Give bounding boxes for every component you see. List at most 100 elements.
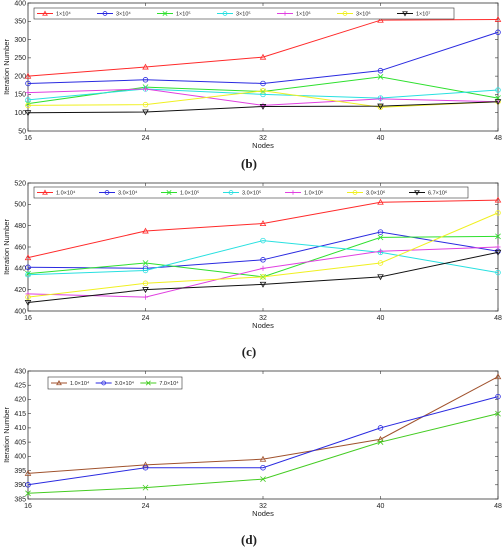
- legend-label: 1×10⁷: [416, 11, 430, 18]
- series: [25, 86, 501, 103]
- y-tick-label: 400: [14, 0, 26, 7]
- legend-item: 6.7×10⁶: [409, 190, 447, 197]
- y-tick-label: 415: [14, 411, 26, 418]
- y-tick-label: 50: [18, 128, 26, 135]
- x-tick-label: 40: [377, 315, 385, 322]
- legend-box: [33, 7, 455, 20]
- series: [25, 244, 501, 300]
- y-tick-label: 250: [14, 55, 26, 62]
- circle-marker: [25, 271, 31, 278]
- y-tick-label: 150: [14, 92, 26, 99]
- legend-item: 1.0×10⁶: [285, 190, 323, 197]
- circle-marker: [142, 77, 149, 83]
- legend-item: 3×10⁶: [337, 11, 371, 18]
- series: [25, 393, 501, 488]
- y-tick-label: 425: [14, 383, 26, 390]
- y-tick-label: 480: [14, 223, 26, 230]
- legend-item: 3.0×10⁵: [223, 190, 261, 197]
- x-axis-label: Nodes: [252, 321, 274, 330]
- circle-marker: [104, 190, 110, 195]
- legend-item: 1.0×10⁴: [51, 379, 90, 387]
- circle-marker: [142, 267, 149, 274]
- y-tick-label: 420: [14, 287, 26, 294]
- circle-marker: [495, 29, 501, 35]
- triangle-marker: [24, 72, 32, 79]
- series-line: [27, 90, 499, 108]
- y-tick-label: 200: [14, 73, 26, 80]
- triangle-marker: [377, 198, 384, 205]
- series: [24, 249, 502, 306]
- triangle-marker: [142, 461, 149, 468]
- series-line: [27, 396, 499, 486]
- triangle-down-marker: [377, 103, 384, 110]
- series-line: [27, 88, 499, 101]
- legend-item: 1×10⁶: [277, 11, 311, 18]
- legend-item: 3×10⁵: [217, 11, 251, 18]
- circle-marker: [377, 229, 384, 235]
- x-tick-label: 24: [142, 315, 150, 322]
- legend-box: [47, 376, 183, 390]
- legend-label: 7.0×10⁴: [159, 380, 179, 387]
- x-tick-label: 24: [142, 135, 150, 142]
- circle-marker: [260, 237, 266, 244]
- circle-marker: [260, 88, 266, 94]
- legend-item: 3.0×10⁴: [95, 380, 135, 387]
- circle-marker: [142, 101, 149, 108]
- plus-marker: [377, 96, 384, 102]
- circle-marker: [101, 380, 107, 386]
- legend-label: 6.7×10⁶: [428, 190, 447, 197]
- legend-label: 3.0×10⁴: [118, 190, 138, 197]
- series: [24, 196, 502, 261]
- x-marker: [145, 380, 151, 386]
- y-tick-label: 100: [14, 110, 26, 117]
- y-tick-label: 400: [14, 454, 26, 461]
- triangle-down-marker: [414, 190, 420, 196]
- triangle-marker: [259, 220, 267, 227]
- triangle-marker: [259, 53, 267, 60]
- triangle-down-marker: [494, 99, 502, 106]
- y-tick-label: 400: [14, 308, 26, 315]
- legend-box: [33, 186, 469, 199]
- circle-marker: [25, 102, 31, 109]
- x-marker: [25, 490, 31, 497]
- legend: 1.0×10⁴ 3.0×10⁴ 1.0×10⁵ 3.0×10⁵ 1.0×10⁶ 3.0×1…: [33, 186, 469, 199]
- x-tick-label: 24: [142, 503, 150, 510]
- legend-item: 1×10⁷: [397, 11, 430, 18]
- x-tick-label: 48: [494, 503, 502, 510]
- y-tick-label: 500: [14, 202, 26, 209]
- legend-label: 1×10⁶: [296, 11, 311, 18]
- circle-marker: [142, 464, 149, 471]
- circle-marker: [377, 260, 384, 266]
- x-marker: [162, 11, 168, 16]
- plus-marker: [260, 265, 266, 271]
- series-line: [27, 240, 499, 276]
- series: [25, 237, 501, 278]
- circle-marker: [25, 264, 31, 271]
- y-tick-label: 300: [14, 37, 26, 44]
- chart-panel: 400 420 440 460 480 500 520 16 24 32 40 48 Nodes Iter…: [2, 180, 502, 359]
- legend-label: 3×10⁴: [116, 11, 131, 18]
- x-tick-label: 40: [377, 503, 385, 510]
- legend-item: 1×10⁵: [157, 11, 191, 18]
- circle-marker: [377, 104, 384, 110]
- triangle-marker: [377, 16, 384, 23]
- plus-marker: [142, 86, 149, 92]
- legend: 1.0×10⁴ 3.0×10⁴ 7.0×10⁴: [47, 376, 183, 390]
- plus-marker: [495, 244, 501, 250]
- triangle-down-marker: [24, 299, 32, 306]
- legend-item: 1.0×10⁵: [161, 190, 199, 197]
- circle-marker: [342, 11, 348, 16]
- legend-label: 3.0×10⁵: [242, 190, 261, 197]
- triangle-marker: [24, 254, 32, 261]
- legend-label: 1.0×10⁶: [304, 190, 323, 197]
- y-tick-label: 520: [14, 180, 26, 187]
- x-marker: [142, 484, 149, 491]
- triangle-down-marker: [259, 281, 267, 288]
- x-marker: [166, 190, 172, 195]
- series-line: [27, 212, 499, 298]
- legend-item: 3×10⁴: [97, 11, 131, 18]
- circle-marker: [260, 257, 266, 263]
- plus-marker: [25, 90, 31, 96]
- legend-item: 1.0×10⁴: [37, 189, 76, 197]
